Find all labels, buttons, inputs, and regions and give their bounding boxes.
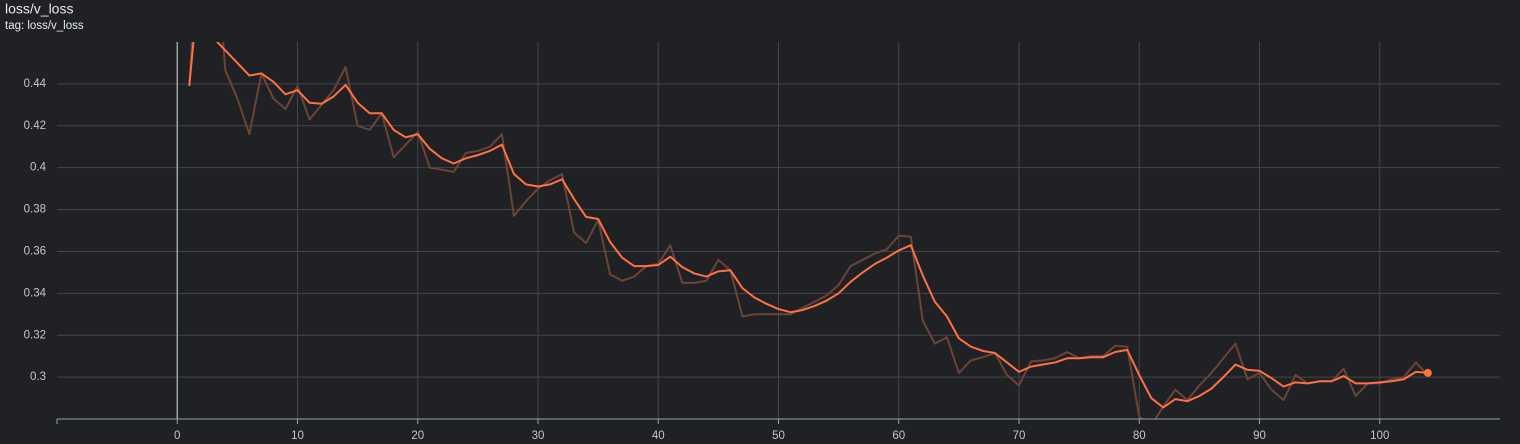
end-marker (1423, 368, 1432, 377)
x-tick-label: 60 (892, 430, 905, 442)
chart-title: loss/v_loss (5, 1, 73, 17)
y-tick-label: 0.36 (24, 245, 46, 257)
series-line (188, 42, 1428, 409)
x-tick-label: 20 (411, 430, 424, 442)
y-tick-label: 0.32 (24, 329, 46, 341)
chart-subtitle: tag: loss/v_loss (5, 20, 84, 32)
axes: 0.3 0.32 0.34 0.36 0.38 0.4 0.42 0.44 0 10 20 30 40 5… (24, 78, 1500, 442)
x-tick-label: 90 (1253, 430, 1266, 442)
x-tick-label: 40 (652, 430, 665, 442)
grid (57, 42, 1500, 419)
series-line (188, 42, 1429, 419)
y-tick-label: 0.3 (30, 371, 46, 383)
x-tick-label: 70 (1013, 430, 1026, 442)
y-tick-label: 0.38 (24, 204, 46, 216)
y-tick-label: 0.34 (24, 287, 47, 299)
y-tick-label: 0.42 (24, 120, 46, 132)
x-tick-label: 30 (532, 430, 545, 442)
x-tick-label: 10 (291, 430, 304, 442)
x-tick-label: 80 (1133, 430, 1146, 442)
x-tick-label: 0 (174, 430, 180, 442)
y-tick-label: 0.44 (24, 78, 47, 90)
x-tick-label: 100 (1370, 430, 1389, 442)
y-tick-label: 0.4 (30, 162, 47, 174)
plot-area (188, 42, 1432, 419)
x-tick-label: 50 (772, 430, 785, 442)
